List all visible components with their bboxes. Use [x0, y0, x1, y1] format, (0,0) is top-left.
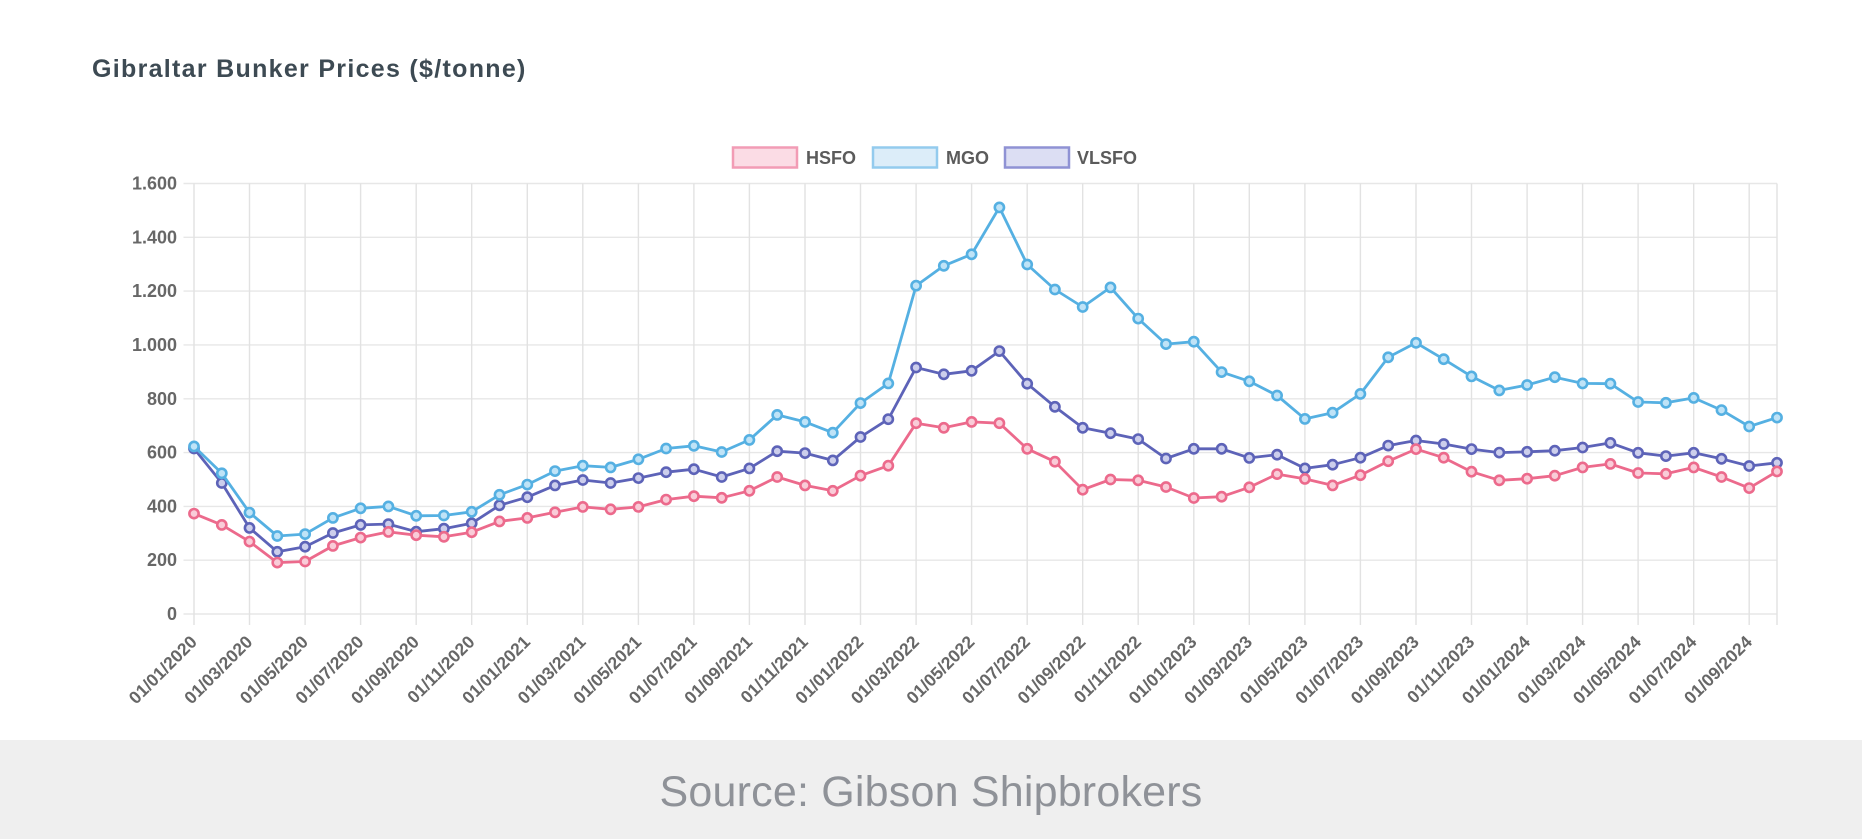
svg-text:0: 0	[167, 604, 177, 624]
svg-text:HSFO: HSFO	[806, 148, 856, 168]
svg-text:600: 600	[147, 443, 177, 463]
svg-text:1.600: 1.600	[132, 174, 177, 194]
svg-text:VLSFO: VLSFO	[1077, 148, 1137, 168]
svg-text:1.000: 1.000	[132, 335, 177, 355]
svg-text:800: 800	[147, 389, 177, 409]
svg-text:1.200: 1.200	[132, 281, 177, 301]
svg-text:1.400: 1.400	[132, 227, 177, 247]
svg-text:MGO: MGO	[946, 148, 989, 168]
svg-text:200: 200	[147, 550, 177, 570]
svg-text:400: 400	[147, 496, 177, 516]
